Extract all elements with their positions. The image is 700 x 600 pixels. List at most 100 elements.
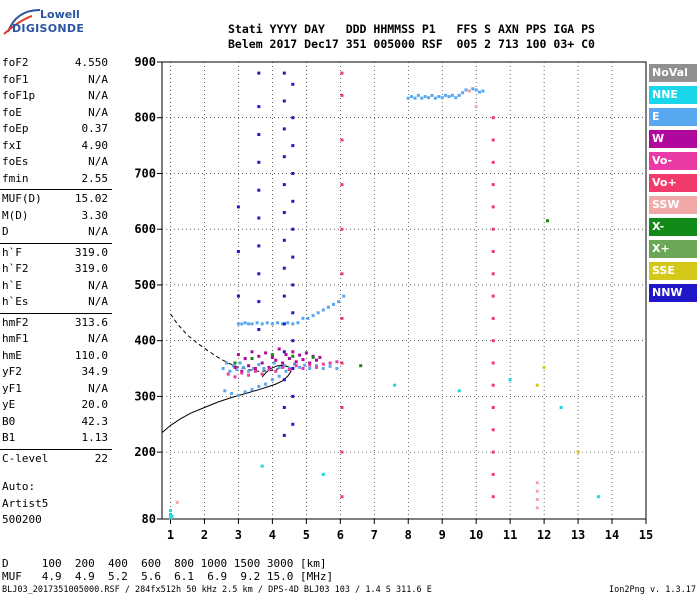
y-tick-label: 200 [134,445,156,459]
echo-point [284,369,288,373]
echo-point [260,372,264,376]
echo-point [294,360,298,364]
echo-point [315,364,318,368]
echo-point [332,302,335,306]
echo-point [291,322,295,326]
x-tick-label: 11 [503,528,517,542]
echo-point [291,82,295,86]
echo-point [546,219,549,223]
param-name: foEs [2,155,29,168]
x-tick-label: 15 [639,528,653,542]
echo-point [437,95,441,99]
echo-point [274,358,278,362]
legend-item: E [649,108,697,126]
echo-point [262,367,266,370]
echo-point [282,99,286,103]
logo-swoosh-icon [3,9,41,35]
echo-point [169,509,172,513]
echo-point [257,354,261,358]
x-tick-label: 3 [235,528,242,542]
echo-point [282,238,286,242]
echo-point [535,383,539,387]
echo-point [433,96,437,100]
echo-point [342,294,346,298]
param-value: 1.13 [81,431,109,444]
header-labels: Stati YYYY DAY DDD HHMMSS P1 FFS S AXN P… [228,22,595,36]
dashed-trace-line [170,313,292,372]
param-value: 34.9 [81,365,109,378]
param-row: foF1 N/A [0,73,110,87]
echo-point [291,339,295,343]
param-row: C-level 22 [0,452,110,466]
echo-point [457,389,461,393]
echo-point [464,88,468,92]
param-name: yF1 [2,381,22,395]
param-name: h`F2 [2,262,29,275]
param-separator [0,312,112,314]
param-value: 20.0 [81,398,109,411]
param-name: D [2,225,9,238]
echo-point [413,96,417,100]
x-tick-label: 6 [337,528,344,542]
echo-point [491,472,495,476]
echo-point [535,481,539,485]
echo-point [236,205,240,209]
echo-point [270,355,274,359]
echo-point [264,382,268,386]
echo-point [296,321,300,325]
echo-point [281,361,285,365]
y-tick-label: 300 [134,389,156,403]
param-row: D N/A [0,225,110,239]
echo-point [491,383,495,387]
param-row: foEs N/A [0,155,110,169]
echo-point [298,353,302,357]
echo-point [478,90,482,94]
x-tick-label: 1 [167,528,174,542]
echo-point [231,364,235,368]
param-value: N/A [88,105,108,119]
param-value: 313.6 [74,315,108,329]
echo-point [230,392,234,396]
legend-item: Vo- [649,152,697,170]
echo-point [321,308,325,312]
echo-point [416,93,420,97]
param-row: foF1p N/A [0,89,110,103]
echo-point [240,322,244,326]
echo-point [243,390,247,394]
echo-point [491,272,495,276]
echo-point [243,357,247,360]
plot-frame [161,61,647,520]
echo-point [340,361,344,365]
x-tick-label: 2 [201,528,208,542]
param-row: fxI 4.90 [0,139,110,153]
echo-point [301,358,305,362]
echo-point [240,369,244,373]
param-row: hmF1 N/A [0,332,110,346]
echo-point [535,506,539,510]
echo-point [169,516,172,520]
y-tick-label: 800 [134,111,156,125]
echo-point [291,354,295,358]
echo-point [481,89,485,93]
echo-point [260,361,264,365]
echo-point [423,95,427,99]
param-value: 319.0 [74,262,108,275]
param-value: N/A [88,72,108,86]
echo-point [257,71,261,75]
param-name: foE [2,105,22,119]
x-tick-label: 4 [269,528,276,542]
echo-point [236,250,240,253]
echo-point [169,513,172,516]
echo-point [491,205,495,209]
echo-point [281,322,285,326]
echo-point [257,105,261,109]
param-name: h`Es [2,295,29,308]
echo-point [335,360,339,364]
echo-point [474,88,478,92]
param-name: M(D) [2,208,29,222]
y-tick-label: 700 [134,166,156,180]
echo-point [267,368,271,372]
echo-point [491,361,495,365]
echo-point [321,472,325,476]
echo-point [253,367,257,370]
